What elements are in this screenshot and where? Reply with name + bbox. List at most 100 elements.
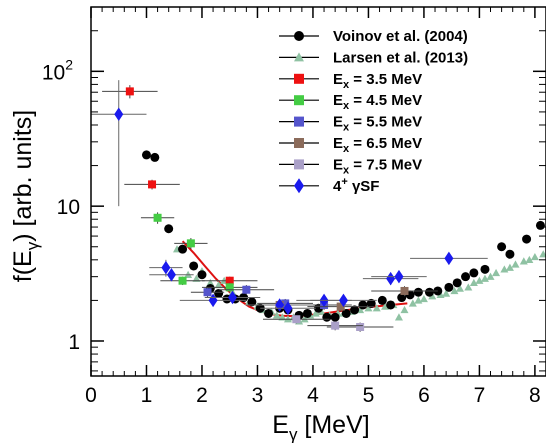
legend-entry-voinov: Voinov et al. (2004)	[279, 28, 468, 45]
larsen-point-29	[381, 302, 390, 310]
series-ex35	[102, 85, 258, 286]
gsf4-point-3	[208, 293, 218, 308]
legend-marker-ex55	[294, 116, 304, 127]
voinov-point-13	[264, 308, 274, 318]
data-layer	[91, 80, 546, 332]
larsen-point-13	[272, 311, 281, 319]
x-tick-label: 1	[141, 384, 153, 407]
ex55-point-3	[203, 288, 212, 297]
gsf4-point-8	[338, 293, 348, 308]
y-axis-title: f(Eγ) [arb. units]	[9, 110, 42, 282]
legend-entry-ex45: Ex = 4.5 MeV	[279, 92, 422, 112]
x-tick-label: 8	[529, 384, 541, 407]
frame-layer	[90, 6, 546, 377]
y-tick-label: 1	[68, 331, 80, 354]
larsen-point-31	[394, 313, 403, 321]
larsen-point-14	[278, 313, 287, 321]
voinov-point-38	[505, 249, 515, 259]
ex35-point-2	[225, 276, 234, 285]
larsen-point-2	[192, 274, 201, 282]
voinov-point-7	[214, 289, 224, 299]
legend-marker-larsen	[294, 52, 304, 62]
ex35-point-1	[148, 180, 157, 189]
voinov-point-17	[302, 308, 312, 318]
ex35-point-0	[125, 87, 134, 96]
ex75-point-0	[356, 322, 365, 331]
x-tick-label: 0	[85, 384, 97, 407]
voinov-point-23	[358, 300, 368, 310]
ex45-point-3	[225, 283, 234, 292]
gsf4-point-4	[227, 290, 237, 305]
voinov-point-2	[164, 224, 174, 234]
x-tick-label: 4	[307, 384, 319, 407]
larsen-point-39	[450, 286, 459, 295]
ex45-point-2	[178, 276, 187, 285]
x-axis-title: Eγ [MeV]	[272, 411, 369, 443]
voinov-point-37	[497, 242, 507, 252]
ex45-point-0	[153, 213, 162, 222]
voinov-point-32	[444, 282, 454, 292]
x-tick-label: 2	[196, 384, 208, 407]
legend-label-voinov: Voinov et al. (2004)	[333, 28, 468, 45]
larsen-point-53	[539, 250, 546, 258]
larsen-point-52	[530, 252, 539, 261]
voinov-point-4	[189, 261, 199, 271]
legend-label-gsf4: 4+ γSF	[333, 176, 379, 195]
voinov-point-3	[178, 244, 188, 254]
series-gsf4	[91, 80, 488, 315]
legend-entry-ex75: Ex = 7.5 MeV	[279, 156, 422, 176]
ex75-point-1	[331, 321, 340, 330]
larsen-point-38	[442, 289, 451, 297]
larsen-point-42	[469, 278, 478, 287]
voinov-point-1	[150, 152, 160, 162]
voinov-point-30	[424, 287, 434, 297]
voinov-point-39	[522, 234, 532, 244]
larsen-point-44	[480, 274, 489, 282]
legend-marker-ex35	[294, 73, 304, 84]
x-tick-label: 7	[474, 384, 486, 407]
larsen-point-45	[486, 272, 495, 280]
x-tick-label: 3	[252, 384, 264, 407]
legend-label-ex35: Ex = 3.5 MeV	[333, 71, 422, 91]
ex55-point-1	[281, 299, 290, 308]
legend-marker-ex45	[294, 95, 304, 106]
voinov-point-36	[480, 264, 490, 274]
larsen-point-49	[511, 260, 520, 268]
x-tick-label: 6	[418, 384, 430, 407]
gsf4-point-2	[166, 267, 176, 282]
ex75-point-2	[292, 315, 301, 324]
larsen-point-27	[364, 304, 373, 312]
larsen-point-41	[464, 283, 473, 291]
legend-marker-ex75	[294, 159, 304, 170]
larsen-point-33	[408, 299, 417, 307]
y-tick-label: 10	[57, 196, 80, 219]
ex65-point-0	[400, 286, 409, 295]
series-ex75	[263, 315, 394, 332]
larsen-point-48	[505, 263, 514, 271]
voinov-point-33	[452, 278, 462, 288]
gsf4-point-9	[386, 271, 396, 286]
gsf4-point-0	[114, 107, 124, 122]
voinov-point-5	[197, 270, 207, 280]
voinov-point-40	[535, 220, 545, 230]
legend-entry-gsf4: 4+ γSF	[279, 176, 379, 195]
legend-label-ex65: Ex = 6.5 MeV	[333, 135, 422, 155]
tick-label-layer: 0 1 2 3 4 5 6 7 8 1 10 102	[42, 56, 541, 407]
voinov-point-11	[247, 297, 257, 307]
legend-marker-ex65	[294, 138, 304, 148]
ex65-point-2	[336, 302, 345, 311]
legend-marker-voinov	[294, 31, 304, 41]
voinov-point-0	[141, 150, 151, 160]
larsen-point-5	[214, 281, 223, 289]
larsen-point-36	[428, 292, 437, 300]
legend-label-larsen: Larsen et al. (2013)	[333, 49, 468, 66]
ex55-point-0	[242, 285, 251, 294]
voinov-point-21	[341, 308, 351, 318]
voinov-point-19	[322, 312, 332, 322]
ex45-point-1	[186, 239, 195, 248]
gsf4-point-10	[394, 269, 404, 284]
y-tick-label: 102	[42, 56, 73, 84]
legend-entry-ex65: Ex = 6.5 MeV	[279, 135, 422, 155]
legend-entry-ex55: Ex = 5.5 MeV	[279, 114, 422, 134]
